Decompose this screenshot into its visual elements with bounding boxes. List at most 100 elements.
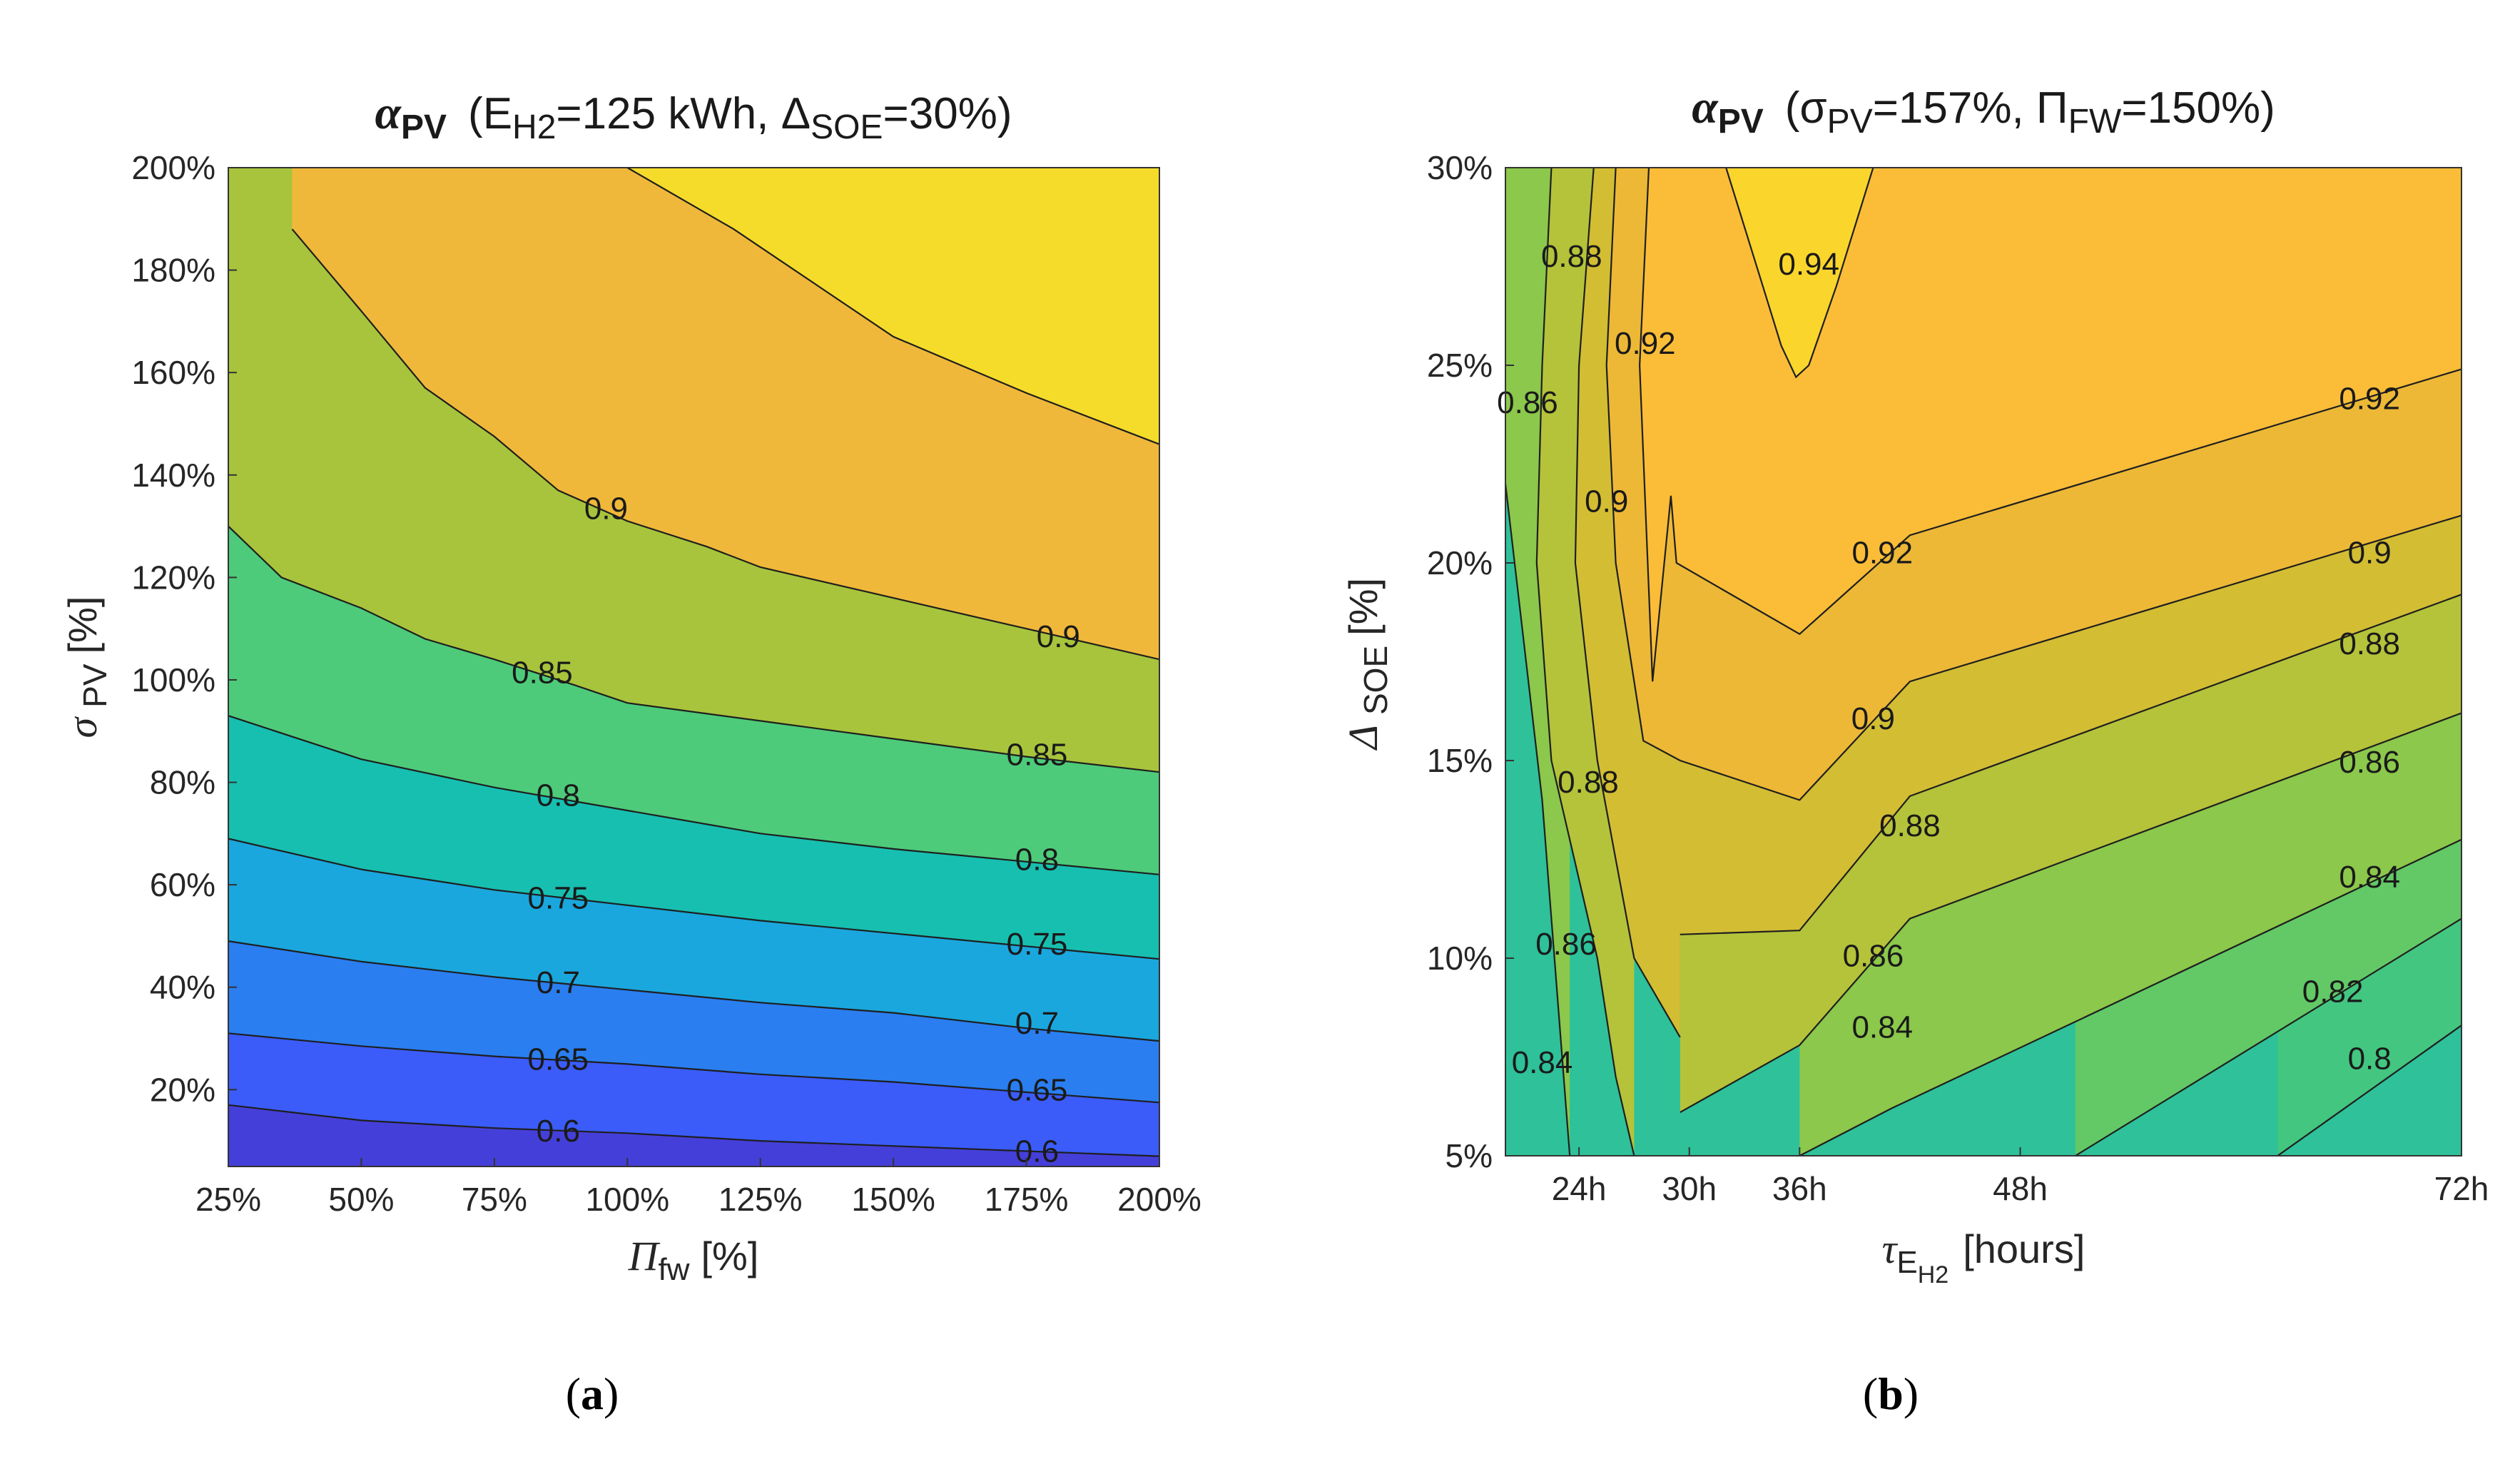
contour-band	[1726, 168, 2461, 377]
y-tick-label: 5%	[1446, 1137, 1493, 1174]
x-tick-label: 175%	[985, 1181, 1069, 1218]
contour-label: 0.86	[1535, 927, 1597, 962]
contour-line	[1680, 712, 2461, 1114]
chart-title-b: αPV (σPV=157%, ΠFW=150%)	[1692, 81, 2275, 141]
contour-label: 0.9	[1851, 701, 1895, 736]
contour-panel-a: 0.6 0.6 0.65 0.65 0.7 0.7 0.75 0.75 0.8 0.8 0.85 0.…	[59, 87, 1201, 1419]
x-tick-label: 36h	[1772, 1170, 1827, 1207]
plot-frame-a	[228, 167, 1160, 1167]
x-ticks-b: 24h 30h 36h 48h 72h	[1552, 1147, 2489, 1207]
contour-label: 0.92	[1615, 326, 1676, 361]
contour-lines-b	[1505, 168, 2461, 1156]
x-tick-label: 24h	[1552, 1170, 1607, 1207]
contour-labels-a: 0.6 0.6 0.65 0.65 0.7 0.7 0.75 0.75 0.8 0.8 0.85 0.…	[512, 492, 1080, 1169]
contour-line	[228, 838, 1159, 960]
y-tick-label: 180%	[131, 252, 215, 289]
y-tick-label: 15%	[1427, 742, 1493, 779]
contour-label: 0.84	[2339, 860, 2400, 895]
contour-band	[627, 168, 1159, 444]
contour-label: 0.88	[1541, 239, 1602, 274]
contour-line	[228, 1104, 1159, 1157]
contour-label: 0.7	[537, 965, 580, 1000]
x-axis-label-a: Πfw [%]	[628, 1233, 759, 1287]
contour-label: 0.9	[1585, 484, 1628, 519]
contour-label: 0.88	[1558, 765, 1619, 800]
contour-label: 0.9	[2348, 536, 2392, 571]
contour-line	[1535, 168, 1635, 1156]
contour-label: 0.65	[528, 1042, 589, 1077]
y-axis-label-b: ΔSOE[%]	[1340, 578, 1394, 751]
contour-labels-b: 0.8 0.82 0.84 0.84 0.84 0.86 0.86 0.86 0.86 0.88 0…	[1497, 239, 2400, 1080]
contour-label: 0.65	[1007, 1073, 1068, 1108]
x-tick-label: 50%	[328, 1181, 394, 1218]
y-tick-label: 140%	[131, 457, 215, 494]
y-tick-label: 100%	[131, 661, 215, 698]
contour-line	[1638, 168, 2461, 682]
contour-label: 0.82	[2302, 974, 2364, 1009]
contour-line	[1799, 838, 2461, 1156]
y-tick-label: 40%	[150, 969, 215, 1006]
contour-label: 0.9	[584, 492, 628, 527]
x-tick-label: 72h	[2434, 1170, 2489, 1207]
x-tick-label: 150%	[851, 1181, 935, 1218]
chart-title-a: αPV (EH2=125 kWh, ΔSOE=30%)	[375, 87, 1012, 146]
x-tick-label: 48h	[1993, 1170, 2048, 1207]
contour-label: 0.84	[1512, 1045, 1573, 1080]
y-tick-label: 20%	[150, 1071, 215, 1108]
contour-line	[2075, 917, 2461, 1156]
contour-label: 0.85	[512, 655, 573, 690]
y-tick-label: 120%	[131, 559, 215, 596]
x-tick-label: 200%	[1117, 1181, 1201, 1218]
contour-label: 0.6	[537, 1114, 580, 1149]
y-tick-label: 60%	[150, 866, 215, 903]
contour-label: 0.85	[1007, 737, 1068, 772]
contour-label: 0.86	[1843, 939, 1904, 974]
contour-panel-b: 0.8 0.82 0.84 0.84 0.84 0.86 0.86 0.86 0.86 0.88 0…	[1340, 81, 2489, 1419]
contour-label: 0.86	[2339, 745, 2400, 780]
contour-label: 0.86	[1497, 385, 1558, 420]
x-tick-label: 75%	[462, 1181, 527, 1218]
contour-label: 0.75	[1007, 927, 1068, 962]
contour-label: 0.84	[1851, 1010, 1913, 1044]
contour-fill-a	[228, 168, 1159, 1166]
contour-line	[228, 1032, 1159, 1104]
plot-frame-b	[1505, 167, 2462, 1156]
x-tick-label: 100%	[585, 1181, 669, 1218]
contour-label: 0.8	[1015, 842, 1059, 877]
y-ticks-b: 5% 10% 15% 20% 25% 30%	[1427, 149, 1514, 1174]
contour-label: 0.92	[2339, 381, 2400, 416]
x-tick-label: 30h	[1662, 1170, 1717, 1207]
contour-label: 0.8	[2348, 1042, 2392, 1077]
y-tick-label: 20%	[1427, 544, 1493, 581]
x-axis-label-b: τEH2[hours]	[1882, 1226, 2085, 1288]
contour-label: 0.92	[1851, 536, 1913, 571]
contour-line	[1605, 168, 2461, 801]
contour-band	[1640, 168, 2461, 682]
y-tick-label: 200%	[131, 149, 215, 186]
y-tick-label: 80%	[150, 764, 215, 801]
x-ticks-a: 25% 50% 75% 100% 125% 150% 175% 200%	[195, 1158, 1201, 1218]
contour-label: 0.8	[537, 778, 580, 813]
contour-label: 0.6	[1015, 1134, 1059, 1169]
y-tick-label: 160%	[131, 354, 215, 391]
panel-letter-a: (a)	[566, 1368, 619, 1419]
y-axis-label-a: σPV[%]	[59, 596, 113, 738]
contour-label: 0.9	[1037, 619, 1080, 654]
panel-letter-b: (b)	[1863, 1368, 1919, 1419]
contour-line	[1680, 594, 2461, 935]
contour-line	[228, 940, 1159, 1042]
contour-line	[1725, 168, 1874, 379]
contour-line	[626, 168, 1159, 445]
contour-label: 0.88	[1879, 808, 1941, 843]
contour-line	[228, 715, 1159, 875]
contour-label: 0.75	[528, 880, 589, 915]
y-ticks-a: 20% 40% 60% 80% 100% 120% 140% 160% 180% 200%	[131, 149, 237, 1108]
contour-label: 0.7	[1015, 1006, 1059, 1041]
y-tick-label: 25%	[1427, 347, 1493, 384]
contour-fill-b	[1505, 168, 2461, 1156]
x-tick-label: 125%	[718, 1181, 803, 1218]
contour-lines-a	[228, 168, 1159, 1157]
y-tick-label: 30%	[1427, 149, 1493, 186]
contour-label: 0.88	[2339, 626, 2400, 661]
